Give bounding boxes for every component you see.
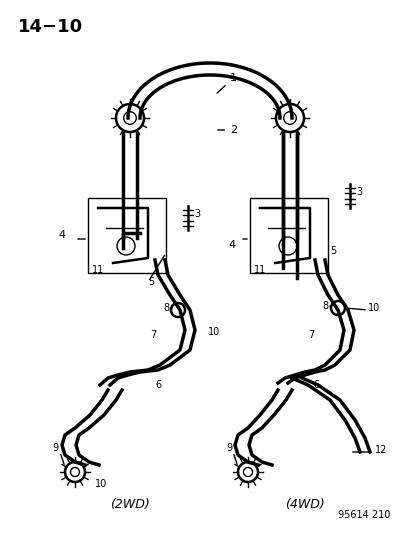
Text: 4: 4 xyxy=(228,240,235,250)
Text: 7: 7 xyxy=(150,330,156,340)
Text: 6: 6 xyxy=(154,380,161,390)
Text: 14−10: 14−10 xyxy=(18,18,83,36)
Bar xyxy=(249,198,327,273)
Text: 3: 3 xyxy=(194,209,199,219)
Text: 95614 210: 95614 210 xyxy=(337,510,389,520)
Text: 3: 3 xyxy=(355,187,361,197)
Text: 1: 1 xyxy=(216,73,236,93)
Text: 11: 11 xyxy=(92,265,104,275)
Text: 9: 9 xyxy=(225,443,232,453)
Text: 10: 10 xyxy=(367,303,379,313)
Text: 5: 5 xyxy=(329,246,335,256)
Text: 11: 11 xyxy=(254,265,266,275)
Text: 8: 8 xyxy=(163,303,169,313)
Text: 10: 10 xyxy=(207,327,220,337)
Text: 12: 12 xyxy=(374,445,387,455)
Text: 8: 8 xyxy=(321,301,328,311)
Text: (4WD): (4WD) xyxy=(285,498,324,512)
Text: 10: 10 xyxy=(95,479,107,489)
Text: 2: 2 xyxy=(217,125,237,135)
Text: 9: 9 xyxy=(52,443,58,453)
Text: 5: 5 xyxy=(147,277,154,287)
Text: (2WD): (2WD) xyxy=(110,498,150,512)
Text: 6: 6 xyxy=(312,380,318,390)
Text: 4: 4 xyxy=(58,230,65,240)
Text: 7: 7 xyxy=(307,330,313,340)
Bar xyxy=(88,198,166,273)
